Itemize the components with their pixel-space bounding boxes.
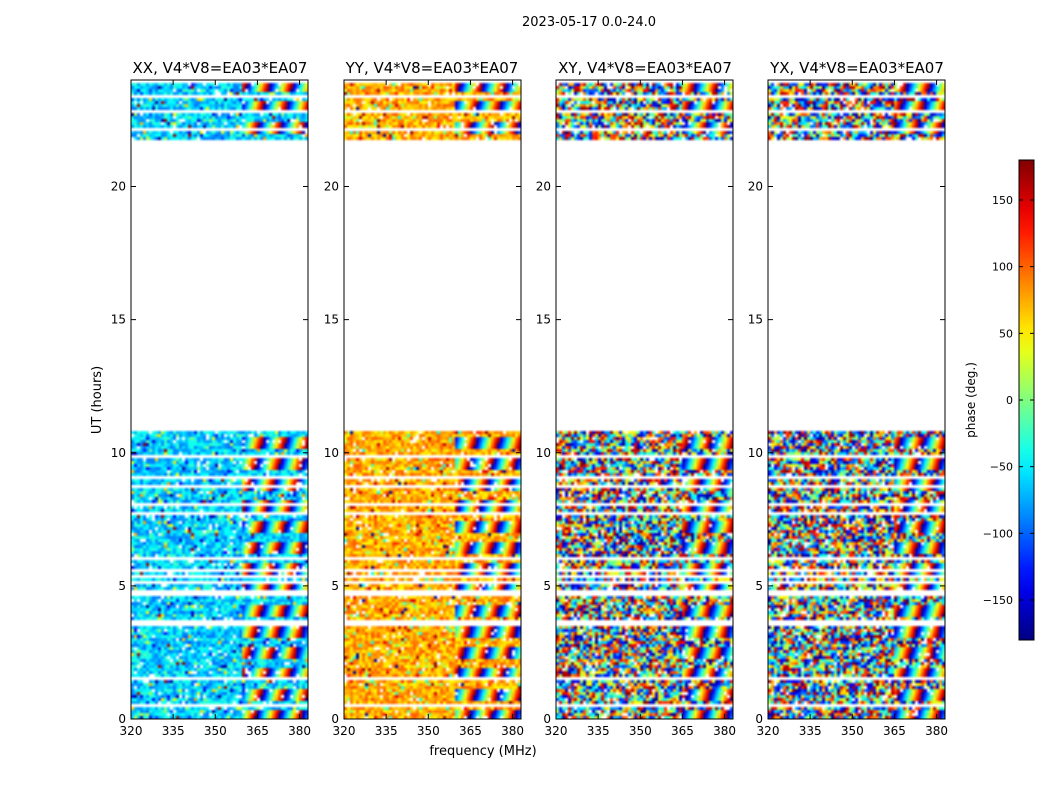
panel-title: XX, V4*V8=EA03*EA07: [133, 59, 308, 77]
plot-frame: [767, 79, 946, 720]
y-tick-label: 5: [331, 579, 339, 593]
colorbar-tick-label: 0: [1006, 394, 1013, 407]
panel-title: XY, V4*V8=EA03*EA07: [558, 59, 732, 77]
phase-heatmap: [344, 80, 521, 719]
colorbar-label: phase (deg.): [964, 362, 978, 438]
x-tick-label: 320: [545, 724, 568, 738]
colorbar-tick-label: 100: [992, 261, 1013, 274]
x-tick-label: 350: [204, 724, 227, 738]
y-axis-label: UT (hours): [90, 366, 105, 434]
y-tick-label: 20: [748, 180, 763, 194]
y-tick-label: 20: [536, 180, 551, 194]
y-tick-label: 10: [324, 446, 339, 460]
y-tick-label: 0: [331, 712, 339, 726]
x-tick-label: 380: [713, 724, 736, 738]
x-tick-label: 335: [162, 724, 185, 738]
phase-heatmap: [768, 80, 945, 719]
y-tick-label: 20: [324, 180, 339, 194]
y-tick-label: 5: [118, 579, 126, 593]
x-tick-label: 350: [841, 724, 864, 738]
y-tick-label: 5: [543, 579, 551, 593]
x-tick-label: 335: [799, 724, 822, 738]
panel-xy: XY, V4*V8=EA03*EA07 320 335 350 365 380 0 5 10 1…: [536, 59, 736, 738]
x-axis-label: frequency (MHz): [429, 744, 536, 759]
x-tick-label: 335: [375, 724, 398, 738]
phase-heatmap: [131, 80, 308, 719]
panel-yx: YX, V4*V8=EA03*EA07 320 335 350 365 380 0 5 10 1…: [748, 59, 948, 738]
colorbar-tick-label: 150: [992, 194, 1013, 207]
x-tick-label: 380: [925, 724, 948, 738]
colorbar-tick-label: −150: [983, 594, 1013, 607]
y-tick-label: 10: [748, 446, 763, 460]
plot-frame: [555, 79, 734, 720]
x-tick-label: 380: [288, 724, 311, 738]
x-tick-label: 365: [883, 724, 906, 738]
panel-title: YY, V4*V8=EA03*EA07: [345, 59, 519, 77]
phase-heatmap: [556, 80, 733, 719]
colorbar-tick-label: −50: [990, 461, 1013, 474]
y-tick-label: 20: [111, 180, 126, 194]
x-tick-label: 320: [120, 724, 143, 738]
colorbar-tick-label: 50: [999, 327, 1013, 340]
y-tick-label: 15: [536, 313, 551, 327]
x-tick-label: 350: [629, 724, 652, 738]
y-tick-label: 10: [536, 446, 551, 460]
x-tick-label: 365: [246, 724, 269, 738]
y-tick-label: 0: [118, 712, 126, 726]
suptitle: 2023-05-17 0.0-24.0: [522, 15, 656, 30]
x-tick-label: 380: [501, 724, 524, 738]
x-tick-label: 365: [459, 724, 482, 738]
panel-title: YX, V4*V8=EA03*EA07: [769, 59, 944, 77]
x-tick-label: 335: [587, 724, 610, 738]
plot-frame: [343, 79, 522, 720]
panel-xx: XX, V4*V8=EA03*EA07 320 335 350 365 380 0 5 10 1…: [111, 59, 311, 738]
x-tick-label: 365: [671, 724, 694, 738]
colorbar: phase (deg.) 150 100 50 0 −50 −100 −150: [964, 159, 1035, 641]
y-tick-label: 5: [755, 579, 763, 593]
x-tick-label: 350: [417, 724, 440, 738]
y-tick-label: 10: [111, 446, 126, 460]
x-tick-label: 320: [333, 724, 356, 738]
y-tick-label: 0: [543, 712, 551, 726]
panel-yy: YY, V4*V8=EA03*EA07 320 335 350 365 380 0 5 10 1…: [324, 59, 524, 738]
y-tick-label: 15: [324, 313, 339, 327]
colorbar-tick-label: −100: [983, 527, 1013, 540]
y-tick-label: 0: [755, 712, 763, 726]
x-tick-label: 320: [757, 724, 780, 738]
y-tick-label: 15: [748, 313, 763, 327]
y-tick-label: 15: [111, 313, 126, 327]
plot-frame: [130, 79, 309, 720]
